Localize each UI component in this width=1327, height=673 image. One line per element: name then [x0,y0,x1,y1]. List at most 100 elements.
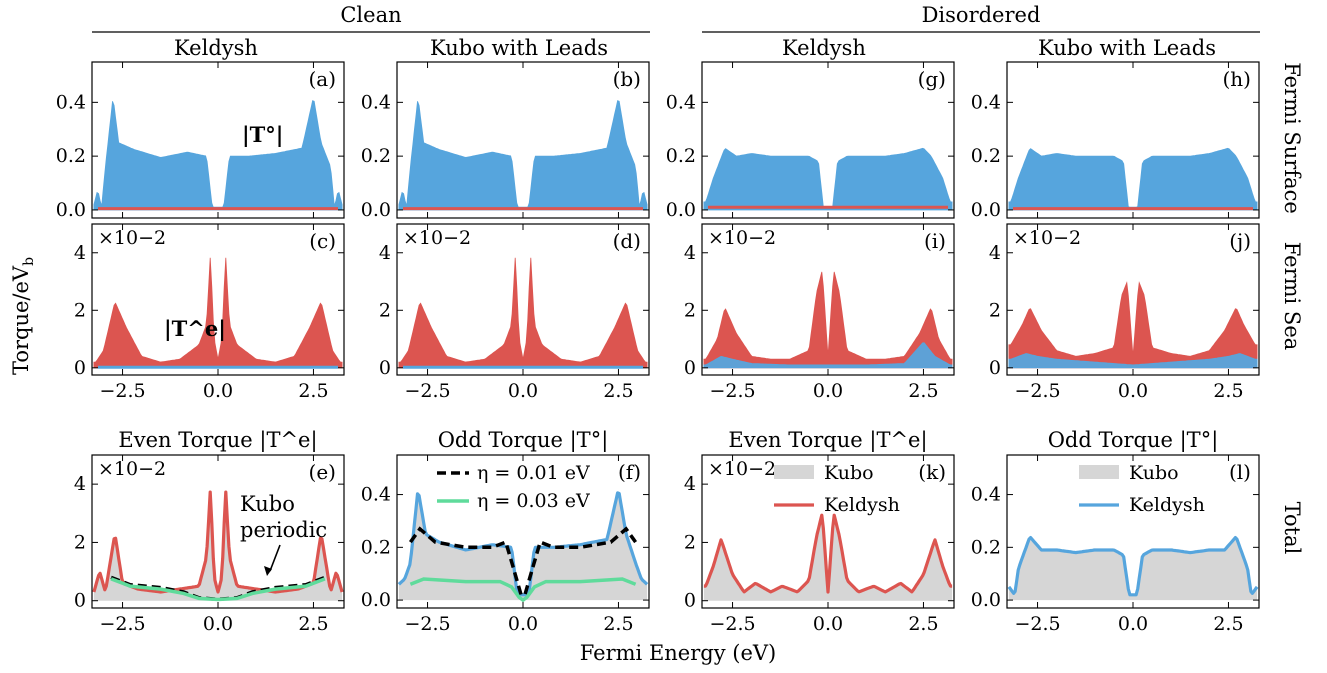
panel-b: 0.0 0.2 0.4 (b) [361,61,650,221]
x-tick-label: 2.5 [908,613,938,635]
x-tick-label: 2.5 [603,613,633,635]
y-tick-label: 0 [74,357,86,379]
legend-eta3-label: η = 0.03 eV [477,490,590,512]
legend-kubo-swatch [1079,465,1119,479]
x-tick-label: −2.5 [404,613,450,635]
x-tick-label: 2.5 [1213,613,1243,635]
x-tick-label: 0.0 [508,613,538,635]
panel-i: 0 2 4 −2.5 0.0 2.5 (i) ×10−2 [684,223,955,402]
y-tick-label: 4 [74,242,86,264]
group-title-disordered: Disordered [922,3,1041,27]
series-odd [398,100,648,211]
y-tick-label: 2 [74,299,86,321]
y-tick-label: 0.2 [971,145,1001,167]
row-title-fermi-surface: Fermi Surface [1280,62,1304,214]
series-even-line [92,490,344,594]
panel-label: (e) [309,460,336,484]
panels: 0.0 0.2 0.4 (a) |T°| 0.0 0.2 0.4 (b) 0.0 0.2 0.4 (g)… [56,61,1260,635]
y-tick-label: 0.4 [971,484,1001,506]
panel-label: (j) [1229,229,1251,253]
x-tick-label: 0.0 [1118,380,1148,402]
panel-label: (b) [613,67,641,91]
legend-kubo-label: Kubo [1129,462,1179,484]
y-tick-label: 4 [379,242,391,264]
panel-label: (h) [1223,67,1252,91]
series-even [1008,281,1258,369]
panel-label: (g) [918,67,946,91]
y-tick-label: 0 [74,590,86,612]
panel-title: Odd Torque |T°| [438,428,609,453]
y-tick-label: 2 [379,299,391,321]
panel-g: 0.0 0.2 0.4 (g) [666,61,955,221]
x-tick-label: 0.0 [203,380,233,402]
x-tick-label: −2.5 [1014,613,1060,635]
y-tick-label: 4 [684,473,696,495]
panel-label: (f) [618,460,641,484]
panel-e: 0 2 4 −2.5 0.0 2.5 (e) ×10−2 Even Torque |T^e| Ku… [74,428,345,635]
y-tick-label: 0.0 [666,199,696,221]
y-tick-label: 0.2 [56,145,86,167]
x-tick-label: 2.5 [603,380,633,402]
panel-title: Even Torque |T^e| [118,428,317,453]
series-even [398,257,648,369]
scale-label: ×10−2 [1013,227,1081,249]
series-kubo-fill [1008,537,1258,601]
x-tick-label: −2.5 [709,380,755,402]
x-tick-label: 2.5 [908,380,938,402]
legend-keldysh-label: Keldysh [824,494,900,516]
panel-label: (l) [1229,460,1251,484]
legend-kubo-label: Kubo [824,462,874,484]
y-tick-label: 0.0 [361,589,391,611]
x-tick-label: 2.5 [298,613,328,635]
scale-label: ×10−2 [708,227,776,249]
y-tick-label: 4 [74,473,86,495]
y-tick-label: 0.2 [361,145,391,167]
panel-k: 0 2 4 −2.5 0.0 2.5 (k) ×10−2 Even Torque |T^e| Ku… [684,428,955,635]
y-tick-label: 0.4 [361,484,391,506]
series-kubo-fill [703,515,953,601]
panel-l: 0.0 0.2 0.4 −2.5 0.0 2.5 (l) Odd Torque |T°| Kub… [971,428,1260,635]
row-title-total: Total [1280,502,1304,555]
panel-label: (c) [309,229,336,253]
series-eta3 [110,577,326,602]
x-tick-label: −2.5 [1014,380,1060,402]
series-odd-line [397,491,649,597]
y-tick-label: 0.2 [666,145,696,167]
series-odd [703,342,953,369]
annotation-arrow [269,544,281,572]
series-odd [1008,147,1258,211]
series-odd [703,147,953,211]
panel-j: 0 2 4 −2.5 0.0 2.5 (j) ×10−2 [989,223,1260,402]
y-tick-label: 2 [989,299,1001,321]
series-odd [1008,353,1258,369]
panel-title: Even Torque |T^e| [728,428,927,453]
column-title-3: Keldysh [782,36,866,60]
panel-f: 0.0 0.2 0.4 −2.5 0.0 2.5 (f) Odd Torque |T°| η =… [361,428,650,635]
y-tick-label: 0 [684,590,696,612]
annotation-periodic: periodic [240,518,327,542]
legend-keldysh-label: Keldysh [1129,494,1205,516]
column-title-1: Keldysh [174,36,258,60]
x-axis-label: Fermi Energy (eV) [580,641,776,665]
y-tick-label: 0.0 [361,199,391,221]
y-tick-label: 0 [379,357,391,379]
panel-a: 0.0 0.2 0.4 (a) |T°| [56,61,345,221]
legend-kubo-swatch [774,465,814,479]
annotation-arrowhead [264,566,272,576]
column-title-2: Kubo with Leads [430,36,608,60]
panel-label: (i) [924,229,946,253]
y-tick-label: 0.4 [666,91,696,113]
group-title-clean: Clean [340,3,401,27]
y-tick-label: 2 [684,531,696,553]
panel-label: (k) [918,460,946,484]
x-tick-label: −2.5 [709,613,755,635]
y-tick-label: 4 [989,242,1001,264]
series-annotation: |T°| [242,122,283,147]
scale-label: ×10−2 [708,458,776,480]
series-even-line [703,513,953,594]
x-tick-label: 2.5 [1213,380,1243,402]
series-eta3 [409,577,637,603]
y-tick-label: 0 [989,357,1001,379]
scale-label: ×10−2 [403,227,471,249]
x-tick-label: 0.0 [1118,613,1148,635]
